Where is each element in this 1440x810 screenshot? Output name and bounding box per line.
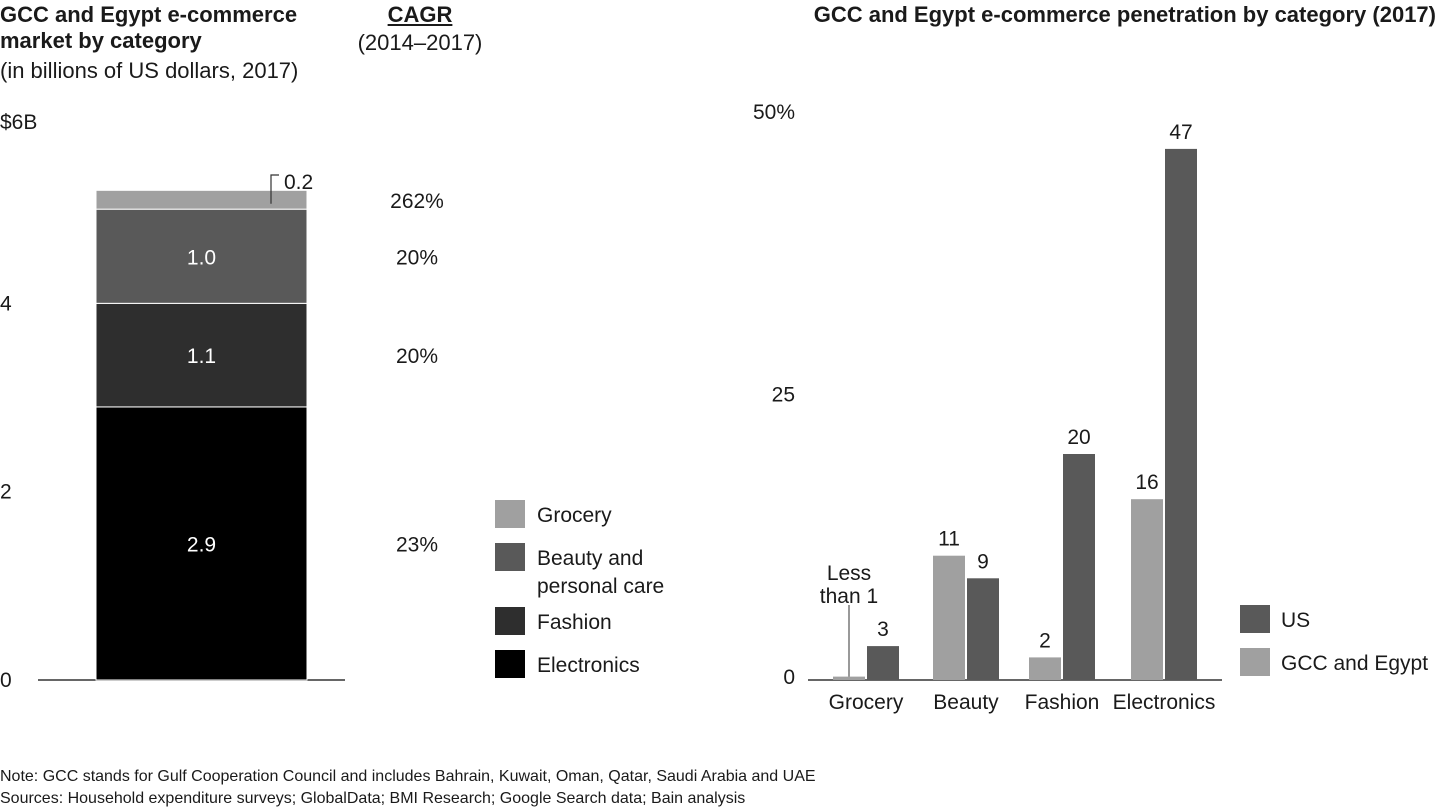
- segment-value-label: 0.2: [284, 171, 313, 194]
- cagr-header: CAGR: [387, 2, 453, 27]
- bar-value-label: 20: [1067, 426, 1090, 449]
- legend-label: Beauty and: [537, 547, 643, 570]
- bar-grocery-us: [867, 646, 899, 680]
- bar-value-label: 16: [1135, 471, 1158, 494]
- left-y-tick-label: 0: [0, 669, 12, 692]
- bar-electronics-gcc-and-egypt: [1131, 499, 1163, 680]
- legend-swatch: [495, 500, 525, 528]
- bar-value-label: 2: [1039, 629, 1051, 652]
- left-chart-title: GCC and Egypt e-commerce market by categ…: [0, 2, 298, 53]
- x-category-label: Fashion: [1025, 691, 1100, 714]
- annotation-label: Less: [827, 562, 871, 585]
- right-y-tick-label: 50%: [753, 101, 795, 124]
- stacked-segment-grocery: [95, 189, 308, 210]
- legend-swatch: [495, 607, 525, 635]
- x-category-label: Beauty: [933, 691, 999, 714]
- right-y-tick-label: 0: [783, 666, 795, 689]
- legend-swatch: [1240, 648, 1270, 676]
- left-chart-subtitle: (in billions of US dollars, 2017): [0, 58, 299, 83]
- segment-value-label: 1.0: [187, 246, 216, 269]
- x-category-label: Grocery: [829, 691, 904, 714]
- bar-beauty-gcc-and-egypt: [933, 555, 965, 680]
- cagr-value: 262%: [390, 190, 444, 213]
- bar-value-label: 11: [938, 528, 960, 551]
- footer-note: Note: GCC stands for Gulf Cooperation Co…: [0, 768, 816, 785]
- legend-label: Electronics: [537, 654, 640, 677]
- stacked-segment-beauty-and-personal-care: [95, 208, 308, 304]
- left-y-tick-label: 2: [0, 481, 12, 504]
- legend-label: personal care: [537, 575, 664, 598]
- annotation-label: than 1: [820, 585, 878, 608]
- bar-grocery-gcc-and-egypt: [833, 676, 865, 680]
- segment-value-label: 2.9: [187, 533, 216, 556]
- bar-value-label: 3: [877, 618, 889, 641]
- bar-value-label: 47: [1169, 121, 1192, 144]
- bar-fashion-us: [1063, 454, 1095, 680]
- segment-leader-line: [270, 174, 279, 204]
- left-y-tick-label: $6B: [0, 111, 37, 134]
- stacked-segment-fashion: [95, 302, 308, 408]
- left-y-tick-label: 4: [0, 292, 12, 315]
- bar-fashion-gcc-and-egypt: [1029, 657, 1061, 680]
- bar-value-label: 9: [977, 550, 989, 573]
- bar-electronics-us: [1165, 148, 1197, 680]
- legend-label: Fashion: [537, 611, 612, 634]
- footer-sources: Sources: Household expenditure surveys; …: [0, 790, 746, 807]
- right-y-tick-label: 25: [772, 384, 795, 407]
- cagr-value: 20%: [396, 246, 438, 269]
- legend-label: GCC and Egypt: [1281, 652, 1428, 675]
- cagr-value: 20%: [396, 345, 438, 368]
- legend-label: US: [1281, 609, 1310, 632]
- bar-beauty-us: [967, 578, 999, 680]
- segment-value-label: 1.1: [187, 345, 216, 368]
- cagr-value: 23%: [396, 533, 438, 556]
- x-category-label: Electronics: [1113, 691, 1216, 714]
- legend-swatch: [495, 650, 525, 678]
- legend-swatch: [1240, 605, 1270, 633]
- right-chart-title: GCC and Egypt e-commerce penetration by …: [813, 2, 1436, 27]
- legend-swatch: [495, 543, 525, 571]
- legend-label: Grocery: [537, 504, 612, 527]
- cagr-period: (2014–2017): [357, 30, 483, 55]
